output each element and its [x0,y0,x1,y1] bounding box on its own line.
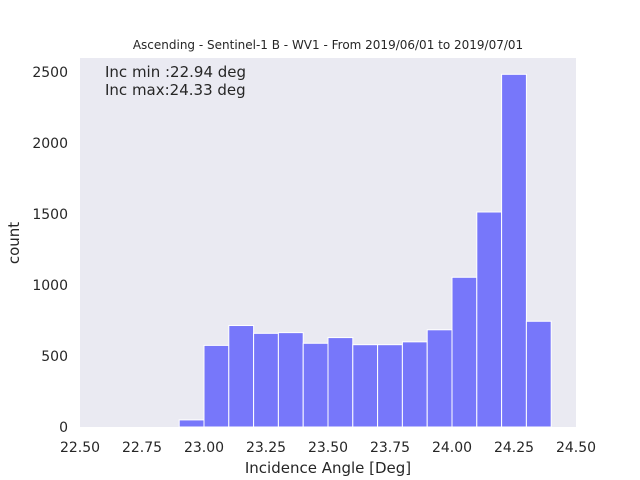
chart-title: Ascending - Sentinel-1 B - WV1 - From 20… [133,38,523,52]
x-tick-label: 23.25 [246,440,286,456]
histogram-bar [178,419,205,428]
histogram-bar [426,329,453,428]
y-tick-label: 1500 [32,207,68,223]
annotation-inc-max: Inc max:24.33 deg [105,81,246,99]
histogram-bar [451,276,478,428]
histogram-bar [327,337,354,428]
y-tick-label: 0 [59,420,68,436]
x-tick-label: 24.50 [556,440,596,456]
x-tick-label: 23.75 [370,440,410,456]
x-tick-label: 24.25 [494,440,534,456]
histogram-bar [401,341,428,428]
annotation-inc-min: Inc min :22.94 deg [105,63,246,81]
y-axis-label: count [5,222,23,264]
bars-group [178,73,552,428]
histogram-bar [377,344,403,428]
y-tick-label: 500 [41,349,68,365]
histogram-bar [501,73,527,428]
x-tick-labels: 22.50 22.75 23.00 23.25 23.50 23.75 24.00 24.25… [60,440,596,456]
histogram-bar [525,320,552,428]
x-tick-label: 24.00 [432,440,472,456]
x-tick-label: 22.75 [122,440,162,456]
y-tick-label: 2000 [32,136,68,152]
histogram-bar [228,325,255,428]
y-tick-label: 1000 [32,278,68,294]
histogram-bar [476,211,503,428]
histogram-bar [302,342,329,428]
x-tick-label: 23.00 [184,440,224,456]
histogram-bar [203,344,230,428]
y-tick-labels: 0 500 1000 1500 2000 2500 [32,65,68,436]
x-axis-label: Incidence Angle [Deg] [245,459,411,477]
x-tick-label: 22.50 [60,440,100,456]
histogram-bar [277,332,304,428]
histogram-bar [253,332,279,428]
histogram-bar [352,344,379,428]
y-tick-label: 2500 [32,65,68,81]
x-tick-label: 23.50 [308,440,348,456]
